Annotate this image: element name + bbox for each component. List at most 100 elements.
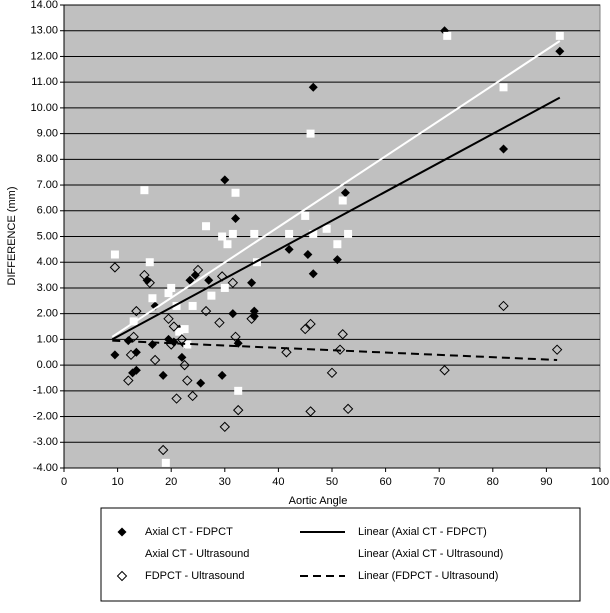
point [192, 264, 204, 276]
point [303, 250, 313, 260]
legend-marker [117, 527, 127, 537]
point [342, 403, 354, 415]
x-tick-label: 70 [433, 476, 445, 488]
legend-label: Linear (Axial CT - FDPCT) [358, 526, 487, 538]
point [306, 129, 315, 138]
y-tick-label: 7.00 [37, 179, 58, 191]
point [230, 331, 241, 343]
y-tick-label: 8.00 [37, 153, 58, 165]
point [187, 390, 198, 402]
x-tick-label: 100 [591, 476, 609, 488]
x-tick-label: 50 [326, 476, 338, 488]
point [171, 393, 182, 404]
point [163, 313, 174, 325]
point [196, 378, 206, 388]
y-tick-label: 13.00 [30, 25, 58, 37]
legend-marker [116, 570, 128, 582]
point [204, 275, 214, 285]
x-tick-label: 40 [272, 476, 284, 488]
point [177, 352, 187, 362]
point [188, 301, 197, 310]
y-tick-label: 12.00 [30, 50, 58, 62]
point [140, 186, 149, 195]
point [308, 269, 318, 279]
point [161, 458, 170, 467]
point [142, 275, 152, 285]
point [185, 275, 195, 285]
point [285, 229, 294, 238]
y-tick-label: 5.00 [37, 230, 58, 242]
y-tick-label: 3.00 [37, 282, 58, 294]
point [158, 370, 168, 380]
point [246, 313, 257, 325]
y-tick-label: -2.00 [33, 410, 58, 422]
point [305, 406, 316, 417]
point [250, 229, 259, 238]
point [128, 331, 139, 343]
legend-label: Linear (Axial CT - Ultrasound) [358, 548, 503, 560]
point [125, 349, 137, 361]
point [175, 327, 184, 336]
point [214, 317, 225, 328]
point [333, 240, 342, 249]
x-tick-label: 0 [61, 476, 67, 488]
x-tick-label: 30 [219, 476, 231, 488]
y-tick-label: 11.00 [31, 76, 58, 88]
point [309, 229, 318, 238]
trendline [111, 96, 561, 341]
y-tick-label: 4.00 [37, 256, 58, 268]
x-axis-label: Aortic Angle [289, 495, 348, 507]
point [498, 300, 509, 312]
point [228, 229, 237, 238]
point [150, 301, 160, 311]
trendline [112, 339, 558, 361]
y-tick-label: -1.00 [33, 385, 58, 397]
point [499, 83, 508, 92]
point [305, 318, 316, 330]
point [344, 229, 353, 238]
legend-label: Axial CT - Ultrasound [145, 548, 249, 560]
point [499, 144, 509, 154]
point [109, 262, 121, 273]
point [220, 175, 230, 185]
point [110, 350, 120, 360]
point [217, 370, 227, 380]
point [168, 321, 180, 332]
x-tick-label: 20 [165, 476, 177, 488]
point [551, 344, 563, 355]
point [183, 340, 192, 349]
y-tick-label: 1.00 [37, 333, 58, 345]
point [131, 365, 141, 375]
point [219, 421, 231, 433]
point [231, 213, 241, 223]
y-tick-label: 6.00 [37, 205, 58, 217]
point [149, 354, 161, 366]
point [322, 224, 331, 233]
y-tick-label: -4.00 [33, 462, 58, 474]
point [555, 46, 565, 56]
point [202, 222, 211, 231]
point [231, 188, 240, 197]
point [172, 301, 181, 310]
point [284, 244, 294, 254]
point [247, 278, 257, 288]
point [301, 211, 310, 220]
y-tick-label: 10.00 [30, 102, 58, 114]
legend-label: Axial CT - FDPCT [145, 526, 233, 538]
legend-marker [118, 550, 126, 558]
point [227, 277, 239, 289]
point [157, 444, 169, 456]
point [232, 404, 244, 416]
point [148, 294, 157, 303]
legend-label: Linear (FDPCT - Ultrasound) [358, 570, 498, 582]
point [337, 329, 348, 340]
point [131, 347, 141, 357]
point [207, 291, 216, 300]
x-tick-label: 90 [540, 476, 552, 488]
y-tick-label: 0.00 [37, 359, 58, 371]
point [340, 188, 350, 198]
point [443, 31, 452, 40]
point [123, 375, 134, 386]
point [249, 311, 259, 321]
